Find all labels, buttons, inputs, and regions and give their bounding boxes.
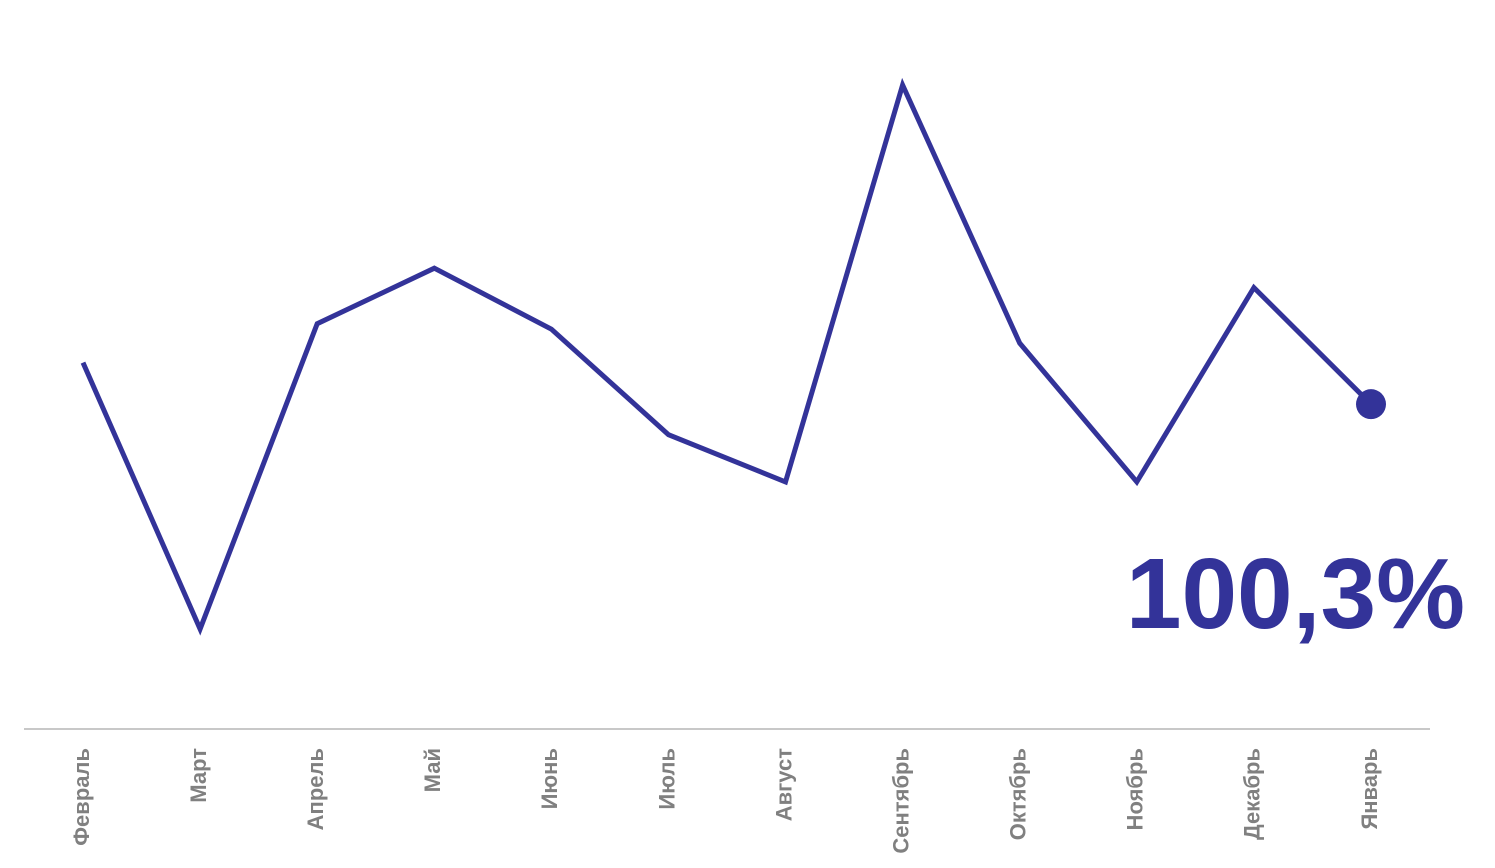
x-tick-label: Сентябрь bbox=[888, 748, 913, 854]
x-tick-label: Май bbox=[420, 748, 445, 792]
data-point bbox=[314, 321, 320, 327]
x-tick-label: Июнь bbox=[537, 748, 562, 809]
data-point bbox=[1251, 285, 1257, 291]
x-tick-label: Март bbox=[186, 748, 211, 803]
data-point bbox=[1368, 401, 1374, 407]
x-tick-label: Апрель bbox=[303, 748, 328, 830]
data-point bbox=[1134, 479, 1140, 485]
x-tick-label: Июль bbox=[654, 748, 679, 810]
data-point bbox=[197, 626, 203, 632]
x-tick-label: Октябрь bbox=[1006, 748, 1031, 840]
data-point bbox=[665, 432, 671, 438]
x-tick-label: Февраль bbox=[69, 748, 94, 846]
data-point bbox=[80, 360, 86, 366]
series-line bbox=[80, 77, 1373, 636]
x-tick-label: Декабрь bbox=[1240, 748, 1265, 840]
last-value-label: 100,3% bbox=[1126, 538, 1465, 650]
data-point bbox=[431, 265, 437, 271]
data-point bbox=[900, 82, 906, 88]
x-tick-label: Ноябрь bbox=[1123, 748, 1148, 830]
x-tick-label: Январь bbox=[1357, 748, 1382, 830]
data-point bbox=[548, 326, 554, 332]
x-tick-label: Август bbox=[771, 748, 796, 821]
x-tick-labels: Февраль Март Апрель Май Июнь Июль Август Сентяб… bbox=[69, 748, 1382, 854]
data-point bbox=[1017, 340, 1023, 346]
last-point-marker bbox=[1356, 389, 1386, 420]
data-point bbox=[783, 479, 789, 485]
